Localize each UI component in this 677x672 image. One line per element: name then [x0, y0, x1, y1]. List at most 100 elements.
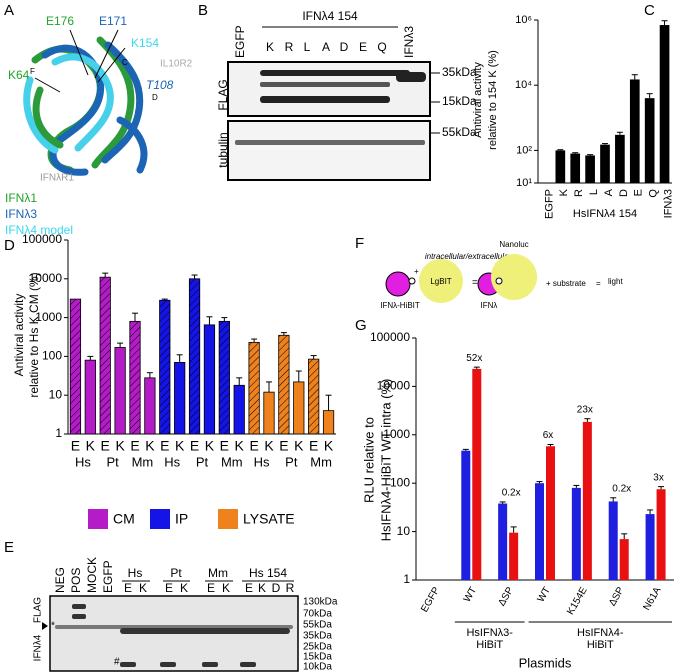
lane-label: D [340, 40, 349, 54]
panel-letter: B [198, 2, 208, 19]
y-tick-label: 10¹ [516, 177, 532, 189]
hibit-tag [408, 277, 416, 285]
x-tick-label: D [618, 189, 630, 197]
item-label: LgBIT [430, 277, 451, 286]
x-tick-label: EGFP [543, 189, 555, 219]
x-tick-label: N61A [641, 585, 663, 612]
x-tick-label: K [264, 438, 274, 454]
x-tick-label: K [558, 188, 570, 196]
lane-label: K [222, 581, 230, 595]
x-tick-label: E [220, 438, 229, 454]
bar [546, 446, 555, 580]
legend-label: IFNλ3 [5, 207, 37, 221]
x-group-label: Hs [75, 454, 91, 469]
x-tick-label: K [294, 438, 304, 454]
bar [582, 421, 592, 580]
y-tick-label: 10⁴ [515, 79, 532, 91]
residue-label: T108 [146, 78, 174, 92]
x-tick-label: E [249, 438, 258, 454]
y-tick-label: 100 [42, 349, 62, 363]
marker-label: 15kDa [303, 652, 332, 663]
bar [233, 384, 245, 435]
lane-label: K [258, 581, 266, 595]
band-arrow [42, 622, 48, 630]
compartment-label: intracellular/extracellular [425, 252, 512, 261]
bar [461, 450, 471, 580]
bar [656, 489, 666, 580]
bar [608, 501, 618, 580]
group-label: HsIFNλ4 154 [573, 208, 637, 220]
marker-label: 55kDa [303, 620, 332, 631]
x-group-label: Mm [310, 454, 332, 469]
x-tick-label: K [86, 438, 96, 454]
y-axis-label: RLU relative to [361, 417, 376, 503]
bar [498, 503, 508, 580]
marker-label: 55kDa [442, 125, 477, 139]
y-tick-label: 1 [403, 572, 410, 586]
blot-bands [235, 70, 426, 145]
x-group-label: Hs [254, 454, 270, 469]
marker-label: 35kDa [442, 65, 477, 79]
group-label: HiBiT [587, 639, 614, 651]
bar [308, 358, 320, 435]
bar [114, 347, 126, 435]
item-label: IFNλ [481, 301, 498, 310]
y-tick-label: 1 [55, 426, 62, 440]
panel-letter: E [4, 539, 14, 556]
bar [571, 487, 581, 580]
x-group-label: Pt [285, 454, 298, 469]
band-label: IFNλ4 [33, 634, 44, 661]
operator: = [596, 279, 601, 288]
bar [659, 25, 670, 183]
lane-label: K [266, 40, 274, 54]
x-axis-label: Plasmids [519, 655, 572, 670]
bar [644, 98, 655, 183]
y-axis-label: Antiviral activity [12, 294, 26, 377]
bar [472, 368, 482, 580]
legend-label: IFNλ4 model [5, 223, 73, 237]
x-tick-label: A [603, 188, 615, 196]
legend-label: LYSATE [243, 511, 295, 527]
blot [227, 120, 431, 181]
x-tick-label: L [588, 189, 600, 195]
x-tick-label: E [101, 438, 110, 454]
x-tick-label: E [130, 438, 139, 454]
bar [322, 410, 335, 435]
bar [619, 539, 629, 580]
marker-label: 15kDa [442, 94, 477, 108]
bar [174, 362, 186, 435]
bar [293, 381, 305, 435]
x-tick-label: K [324, 438, 334, 454]
x-tick-label: K [205, 438, 215, 454]
marker-label: 35kDa [303, 631, 332, 642]
lane-label: NEG [53, 567, 67, 593]
y-axis-label: relative to 154 K (%) [487, 50, 499, 150]
lane-label: A [322, 40, 330, 54]
row-label: tubulin [216, 132, 230, 167]
helix-label: D [152, 93, 158, 102]
bar [144, 377, 156, 435]
x-tick-label: WT [462, 585, 479, 604]
bar [600, 144, 610, 183]
item-label: Nanoluc [499, 240, 528, 249]
x-group-label: Mm [132, 454, 154, 469]
y-tick-label: 100000 [22, 232, 62, 246]
lane-label: D [272, 581, 281, 595]
blot-bands [55, 604, 293, 667]
x-tick-label: E [309, 438, 318, 454]
lane-group-label: Hs [128, 566, 143, 580]
y-tick-label: 100000 [370, 330, 410, 344]
lane-label: EGFP [101, 560, 115, 593]
bar [263, 391, 275, 435]
y-tick-label: 10000 [29, 271, 63, 285]
x-tick-label: E [190, 438, 199, 454]
panel-letter: C [644, 2, 655, 19]
lane-label: K [180, 581, 188, 595]
nanoluc-icon [491, 254, 537, 300]
marker-label: 70kDa [303, 609, 332, 620]
bar [278, 334, 290, 435]
bar [218, 320, 230, 435]
panel-letter: F [355, 235, 364, 252]
marker-label: 10kDa [303, 662, 332, 672]
